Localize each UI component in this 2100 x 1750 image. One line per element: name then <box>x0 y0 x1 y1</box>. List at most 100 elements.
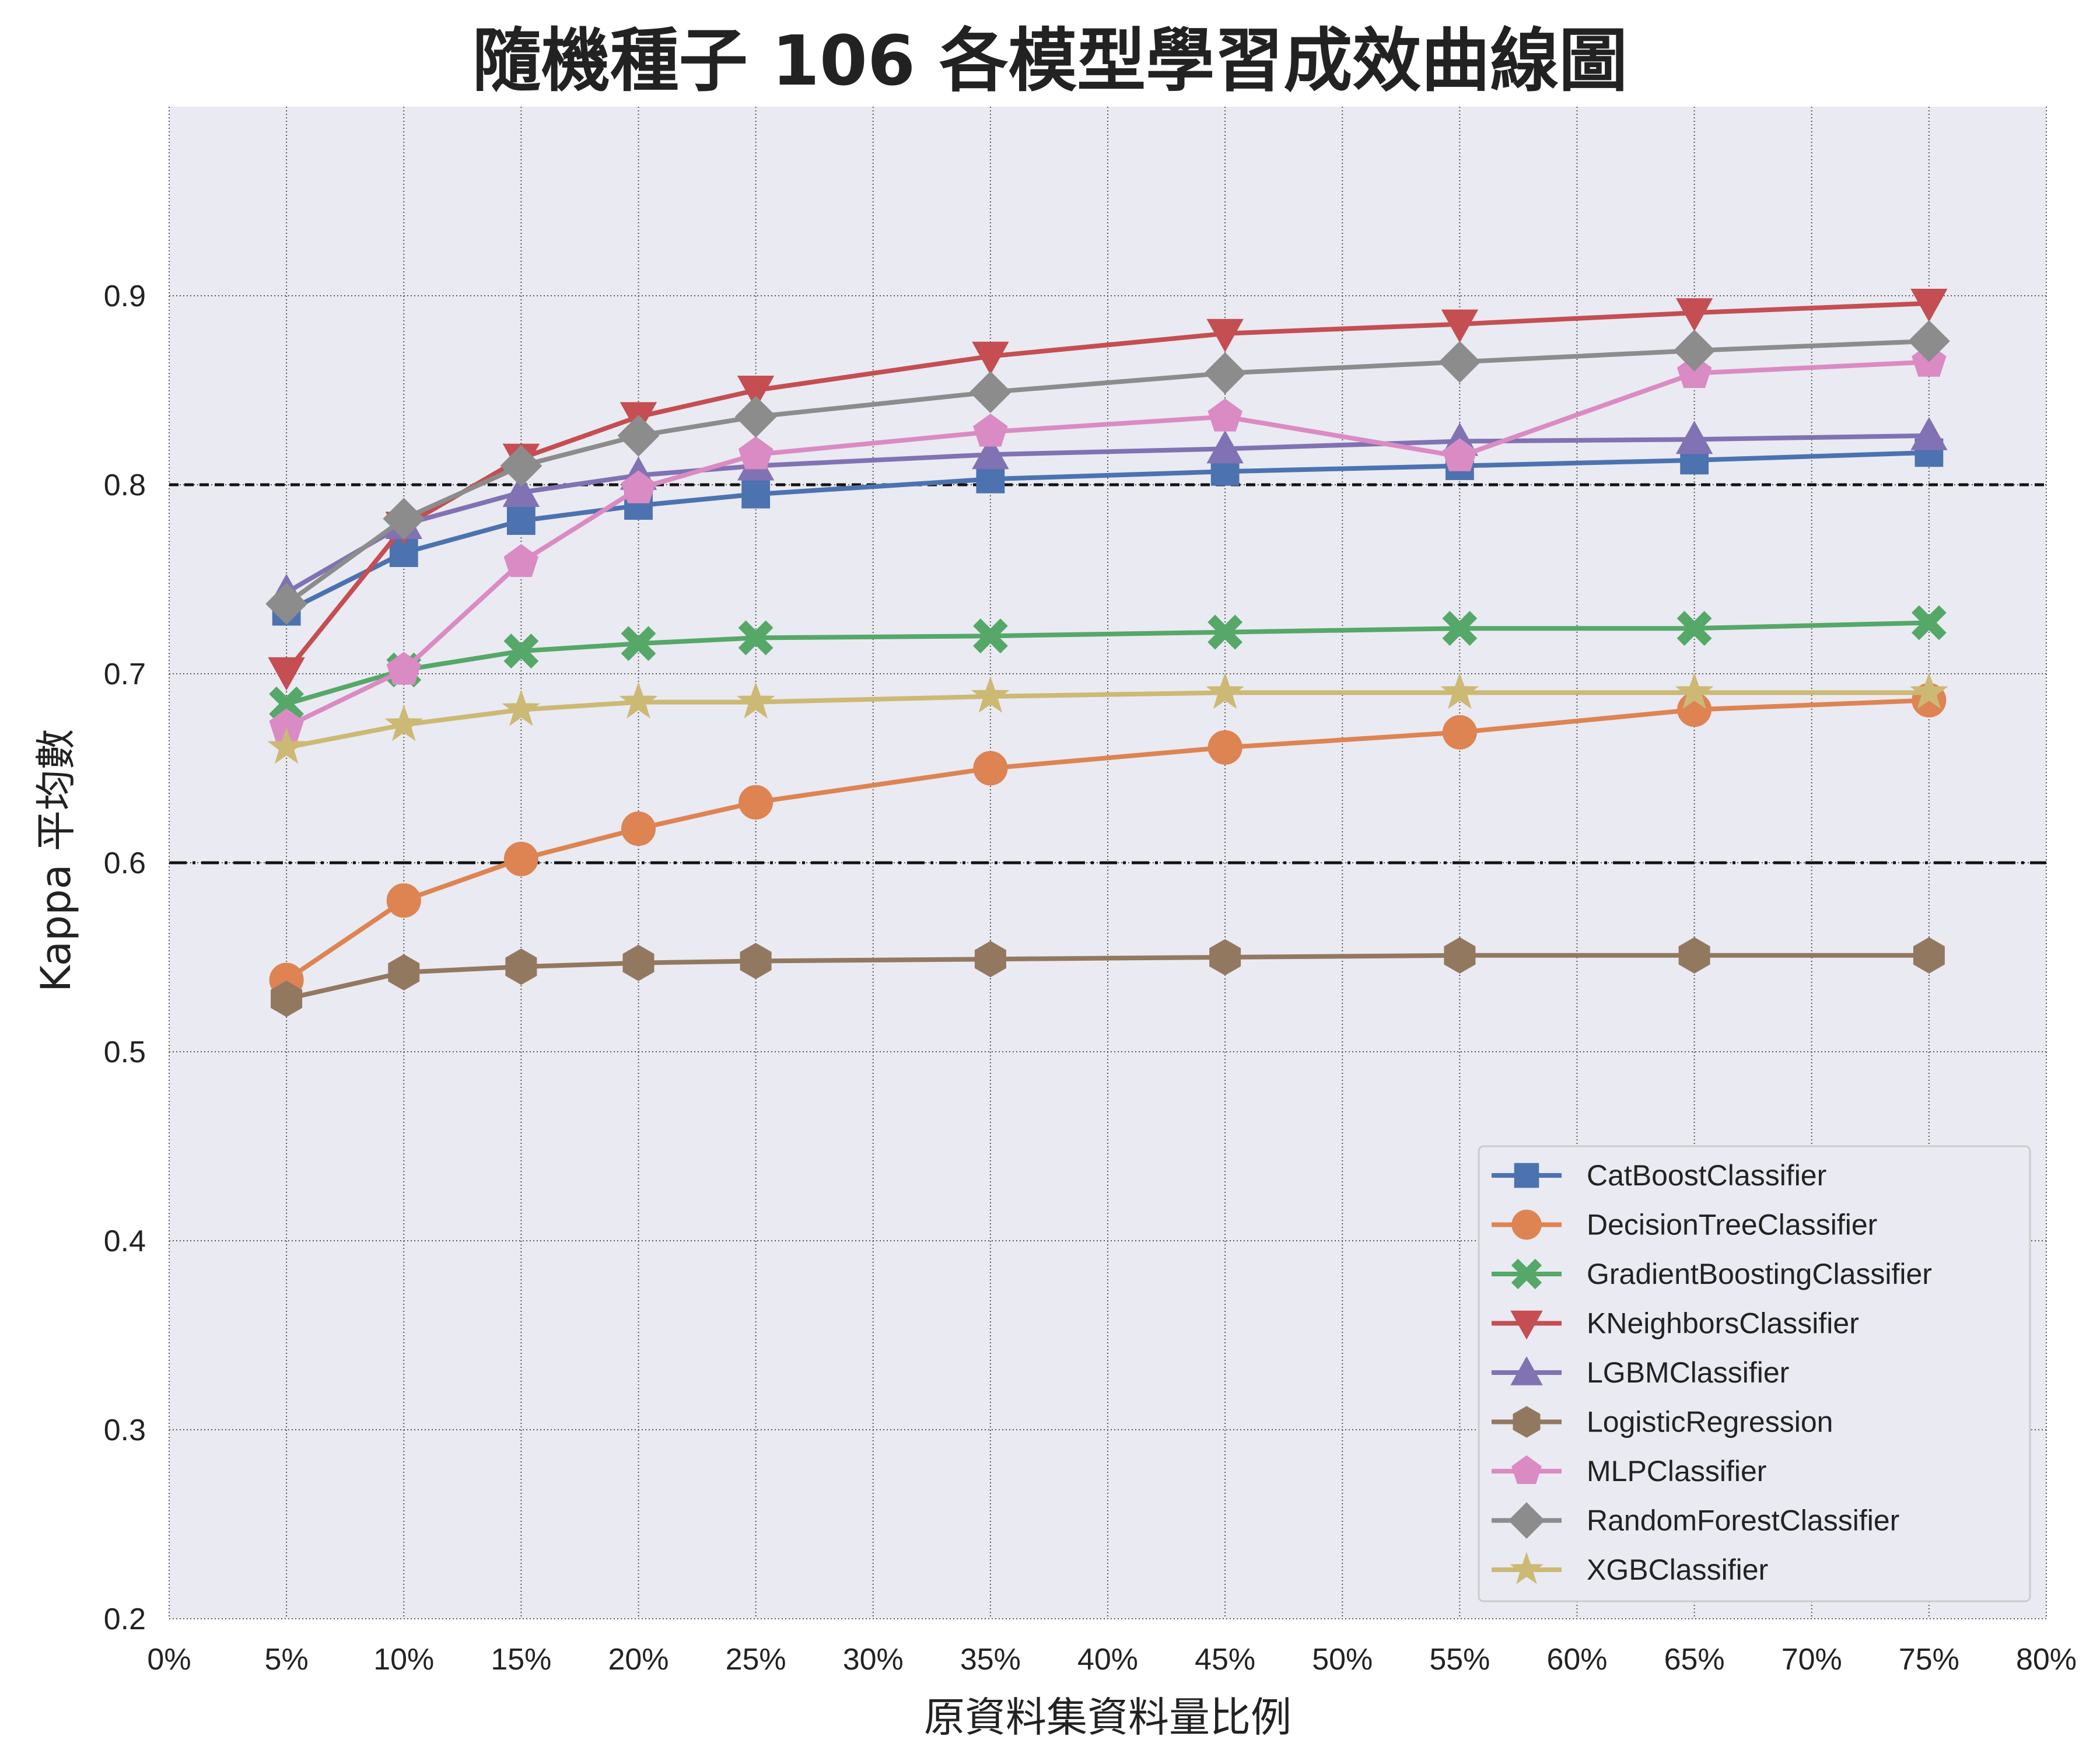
data-point <box>741 480 771 509</box>
data-point <box>1440 672 1479 709</box>
legend-box <box>1478 1145 2031 1602</box>
series-decisiontreeclassifier <box>269 682 1947 998</box>
x-tick-label: 25% <box>726 1643 786 1676</box>
x-tick-label: 40% <box>1077 1643 1138 1676</box>
series-line <box>285 433 1929 595</box>
y-tick-label: 0.5 <box>104 1035 146 1069</box>
legend-marker <box>1511 1209 1542 1240</box>
data-point <box>1676 611 1712 646</box>
data-point <box>505 949 537 985</box>
x-tick-label: 75% <box>1899 1643 1959 1676</box>
data-point <box>502 690 541 726</box>
legend-label: XGBClassifier <box>1587 1553 1768 1586</box>
legend-marker <box>1508 1502 1545 1539</box>
legend-marker <box>1513 1406 1541 1438</box>
data-point <box>267 727 306 764</box>
x-tick-label: 10% <box>373 1643 434 1676</box>
y-tick-label: 0.6 <box>104 846 146 880</box>
data-point <box>738 785 774 820</box>
x-tick-label: 35% <box>960 1643 1021 1676</box>
data-point <box>1206 672 1244 709</box>
data-point <box>1209 939 1241 976</box>
x-tick-label: 0% <box>147 1643 191 1676</box>
series-layer <box>265 289 1950 1017</box>
legend-item: DecisionTreeClassifier <box>1492 1209 1877 1241</box>
data-point <box>384 704 424 741</box>
legend-item: RandomForestClassifier <box>1492 1502 1899 1539</box>
data-point <box>740 943 772 979</box>
data-point <box>621 470 656 503</box>
y-tick-label: 0.3 <box>104 1413 146 1447</box>
x-tick-label: 65% <box>1664 1643 1725 1676</box>
legend-item: LGBMClassifier <box>1492 1356 1789 1389</box>
data-point <box>972 341 1009 375</box>
series-line <box>286 953 1929 1002</box>
series-line <box>285 620 1929 706</box>
data-point <box>1913 937 1945 974</box>
data-point <box>1438 341 1481 383</box>
series-line <box>285 698 1930 982</box>
legend-marker <box>1511 1258 1542 1290</box>
legend-item: CatBoostClassifier <box>1492 1159 1826 1192</box>
series-line <box>285 450 1930 614</box>
data-point <box>974 941 1006 978</box>
data-point <box>1910 416 1948 450</box>
y-tick-label: 0.9 <box>104 279 146 313</box>
data-point <box>622 944 654 981</box>
y-tick-label: 0.2 <box>104 1602 146 1636</box>
x-tick-label: 55% <box>1429 1643 1490 1676</box>
y-tick-label: 0.8 <box>104 468 146 502</box>
data-point <box>1208 398 1242 432</box>
legend-item: LogisticRegression <box>1492 1406 1833 1438</box>
data-point <box>383 498 425 540</box>
reference-lines <box>169 483 2046 864</box>
data-point <box>502 473 540 507</box>
data-point <box>969 371 1012 414</box>
data-point <box>503 544 539 578</box>
data-point <box>1910 289 1948 323</box>
legend-marker <box>1510 1356 1543 1385</box>
legend-item: XGBClassifier <box>1492 1552 1768 1586</box>
data-point <box>1675 298 1713 332</box>
legend-marker <box>1510 1310 1543 1340</box>
data-point <box>1673 330 1716 372</box>
data-point <box>621 626 656 662</box>
data-point <box>619 682 658 719</box>
data-point <box>1206 430 1244 464</box>
data-point <box>503 842 538 877</box>
data-point <box>1204 352 1247 394</box>
legend-marker <box>1511 1455 1542 1484</box>
data-point <box>386 652 421 685</box>
data-point <box>386 883 421 918</box>
legend-item: MLPClassifier <box>1492 1455 1766 1488</box>
data-point <box>972 436 1009 470</box>
data-point <box>1910 672 1948 709</box>
data-point <box>503 634 539 669</box>
data-point <box>736 682 775 719</box>
data-point <box>734 396 777 438</box>
y-tick-label: 0.7 <box>104 657 146 691</box>
data-point <box>738 620 774 656</box>
legend-label: DecisionTreeClassifier <box>1587 1209 1877 1241</box>
x-tick-label: 80% <box>2016 1643 2077 1676</box>
data-point <box>621 811 656 846</box>
x-tick-label: 20% <box>608 1643 668 1676</box>
data-point <box>1444 937 1476 974</box>
data-point <box>973 414 1008 447</box>
data-point <box>1208 614 1243 650</box>
series-randomforestclassifier <box>265 320 1950 625</box>
y-tick-labels: 0.2 0.3 0.4 0.5 0.6 0.7 0.8 0.9 <box>104 279 146 1636</box>
legend-marker <box>1510 1552 1544 1584</box>
data-point <box>1442 438 1478 471</box>
x-tick-label: 5% <box>265 1643 309 1676</box>
legend-label: LGBMClassifier <box>1587 1356 1789 1389</box>
legend-label: LogisticRegression <box>1587 1406 1833 1438</box>
legend-label: RandomForestClassifier <box>1587 1504 1899 1537</box>
data-point <box>1678 937 1710 974</box>
x-tick-label: 45% <box>1195 1643 1255 1676</box>
data-point <box>973 751 1008 786</box>
chart-title: 隨機種子 106 各模型學習成效曲線圖 <box>473 20 1628 101</box>
data-point <box>1206 318 1244 352</box>
series-xgbclassifier <box>267 672 1948 764</box>
